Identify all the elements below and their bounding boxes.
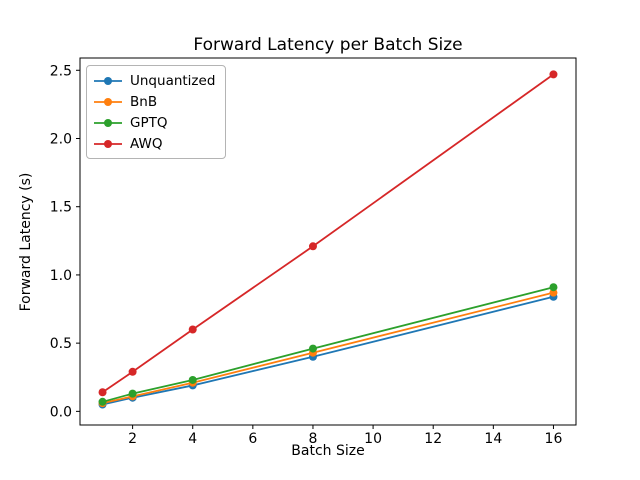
y-tick-label: 2.0 xyxy=(50,131,72,147)
x-tick-label: 4 xyxy=(188,431,197,447)
data-point-awq xyxy=(549,70,558,79)
data-point-gptq xyxy=(308,344,317,353)
y-tick-label: 0.0 xyxy=(50,404,72,420)
x-tick-label: 12 xyxy=(424,431,442,447)
legend-line-marker-icon xyxy=(94,97,122,106)
data-point-gptq xyxy=(188,375,197,384)
y-tick-label: 2.5 xyxy=(50,63,72,79)
data-point-gptq xyxy=(128,389,137,398)
legend-item-bnb: BnB xyxy=(87,91,225,112)
y-tick-label: 1.5 xyxy=(50,200,72,216)
legend-item-awq: AWQ xyxy=(87,133,225,154)
data-point-awq xyxy=(128,367,137,376)
x-tick-label: 10 xyxy=(364,431,382,447)
legend-label: BnB xyxy=(130,93,158,110)
series-line-bnb xyxy=(102,291,554,405)
x-tick-label: 16 xyxy=(545,431,563,447)
legend: Unquantized BnB GPTQ AWQ xyxy=(86,65,226,159)
axes-spines xyxy=(79,57,577,426)
legend-label: Unquantized xyxy=(130,72,216,89)
x-tick-label: 6 xyxy=(248,431,257,447)
legend-item-gptq: GPTQ xyxy=(87,112,225,133)
legend-label: AWQ xyxy=(130,135,163,152)
legend-item-unquantized: Unquantized xyxy=(87,70,225,91)
x-axis-label: Batch Size xyxy=(291,443,365,459)
legend-label: GPTQ xyxy=(130,114,168,131)
x-tick-label: 8 xyxy=(309,431,318,447)
y-axis-label: Forward Latency (s) xyxy=(18,172,34,312)
legend-line-marker-icon xyxy=(94,76,122,85)
y-tick-label: 1.0 xyxy=(50,268,72,284)
chart-title: Forward Latency per Batch Size xyxy=(193,35,463,55)
data-point-gptq xyxy=(98,397,107,406)
data-point-gptq xyxy=(549,283,558,292)
legend-line-marker-icon xyxy=(94,118,122,127)
x-tick-label: 2 xyxy=(128,431,137,447)
legend-line-marker-icon xyxy=(94,139,122,148)
data-point-awq xyxy=(188,325,197,334)
y-tick-label: 0.5 xyxy=(50,336,72,352)
x-tick-label: 14 xyxy=(484,431,502,447)
data-point-awq xyxy=(98,388,107,397)
data-point-awq xyxy=(308,242,317,251)
